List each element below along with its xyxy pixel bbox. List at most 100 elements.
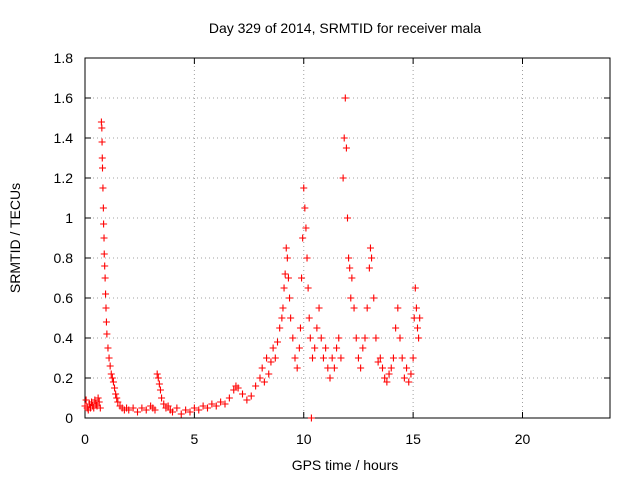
plot-frame — [84, 57, 611, 419]
data-point — [295, 344, 303, 352]
x-tick-label: 5 — [190, 431, 198, 447]
data-point — [387, 364, 395, 372]
data-point — [359, 344, 367, 352]
data-point — [368, 254, 376, 262]
data-point — [199, 402, 207, 410]
data-point — [302, 224, 310, 232]
data-point — [111, 384, 119, 392]
data-point — [98, 138, 106, 146]
data-point — [352, 334, 360, 342]
data-point — [109, 378, 117, 386]
data-point — [357, 364, 365, 372]
data-point — [306, 334, 314, 342]
data-point — [403, 364, 411, 372]
data-point — [239, 390, 246, 398]
data-point — [265, 370, 273, 378]
data-point — [186, 408, 194, 416]
data-point — [269, 344, 277, 352]
data-point — [129, 404, 137, 412]
y-tick-label: 0 — [65, 410, 73, 426]
data-point — [298, 274, 306, 282]
data-point — [304, 284, 312, 292]
data-point — [173, 404, 181, 412]
data-point — [82, 396, 90, 404]
data-point — [96, 404, 104, 412]
data-point — [271, 354, 279, 362]
x-axis-label: GPS time / hours — [292, 457, 399, 473]
data-point — [385, 370, 393, 378]
data-point — [396, 334, 404, 342]
y-tick-label: 0.4 — [54, 330, 74, 346]
data-point — [287, 314, 295, 322]
data-point — [366, 244, 374, 252]
data-point — [289, 334, 297, 342]
data-point — [337, 354, 345, 362]
data-point — [105, 354, 113, 362]
data-point — [340, 134, 348, 142]
data-point — [415, 334, 423, 342]
data-point — [317, 334, 325, 342]
data-point — [114, 398, 122, 406]
data-point — [208, 400, 216, 408]
y-axis-label: SRMTID / TECUs — [7, 183, 23, 293]
data-point — [405, 378, 413, 386]
data-point — [339, 174, 347, 182]
data-point — [305, 314, 313, 322]
data-point — [394, 304, 402, 312]
data-point — [151, 406, 159, 414]
x-tick-label: 15 — [405, 431, 421, 447]
data-point — [363, 304, 371, 312]
data-point — [328, 354, 336, 362]
data-point — [258, 364, 266, 372]
data-point — [234, 384, 242, 392]
data-point — [322, 344, 330, 352]
data-point — [398, 354, 406, 362]
data-point — [102, 318, 110, 326]
data-point — [276, 324, 284, 332]
data-point — [283, 254, 291, 262]
y-tick-label: 0.6 — [54, 290, 74, 306]
data-point — [138, 404, 146, 412]
data-point — [376, 354, 384, 362]
data-point — [102, 304, 110, 312]
data-point — [381, 374, 389, 382]
data-point — [280, 284, 288, 292]
data-point — [346, 264, 354, 272]
data-point — [345, 254, 353, 262]
data-point — [103, 330, 111, 338]
data-point — [190, 404, 198, 412]
y-tick-label: 1.8 — [54, 50, 74, 66]
data-point — [303, 254, 311, 262]
data-point — [221, 400, 229, 408]
axis-ticks: 0 0.2 0.4 0.6 0.8 1 1.2 1.4 1.6 1.8 0 5 10 15 20 — [54, 50, 610, 447]
data-point — [299, 234, 307, 242]
data-point — [313, 324, 321, 332]
data-point — [260, 378, 268, 386]
data-point — [330, 364, 338, 372]
data-point — [342, 144, 350, 152]
data-point — [267, 358, 275, 366]
data-point — [409, 354, 417, 362]
data-point — [284, 274, 292, 282]
data-point — [134, 408, 141, 416]
chart-title: Day 329 of 2014, SRMTID for receiver mal… — [209, 20, 482, 36]
data-point — [98, 154, 106, 162]
data-point — [156, 386, 164, 394]
data-point — [99, 184, 107, 192]
data-point — [113, 394, 121, 402]
data-point — [106, 362, 114, 370]
data-point — [379, 364, 386, 372]
data-point — [99, 164, 106, 172]
data-point — [256, 374, 264, 382]
data-points — [81, 94, 424, 422]
data-point — [311, 344, 319, 352]
data-point — [160, 400, 168, 408]
x-tick-label: 0 — [81, 431, 89, 447]
y-tick-label: 1.2 — [54, 170, 74, 186]
data-point — [407, 370, 415, 378]
data-point — [400, 374, 408, 382]
data-point — [372, 334, 380, 342]
data-point — [94, 394, 102, 402]
data-point — [195, 406, 203, 414]
